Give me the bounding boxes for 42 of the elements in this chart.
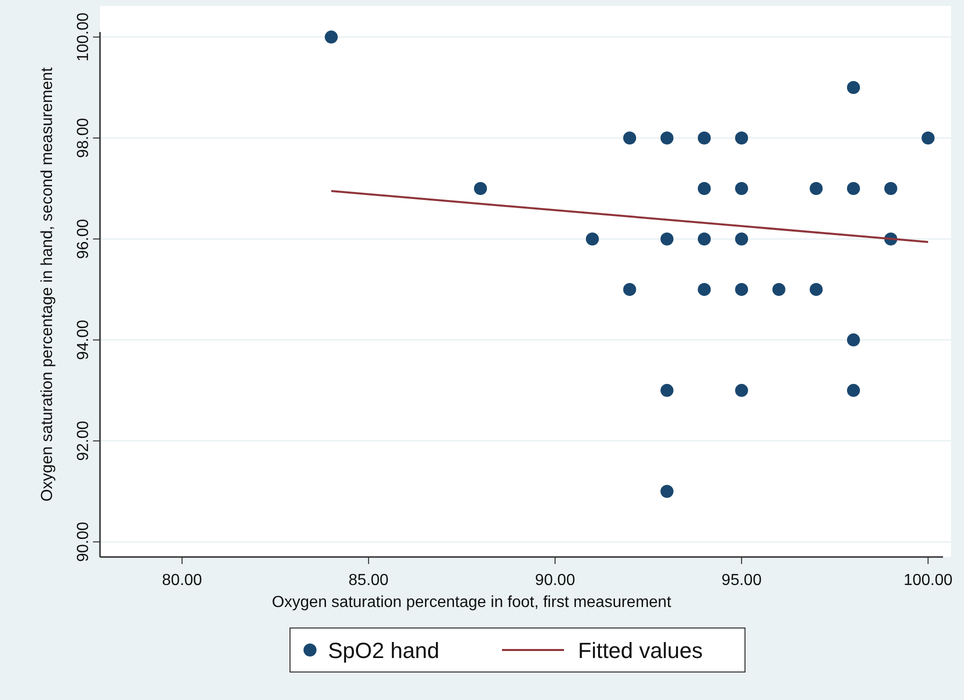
point: [846, 81, 860, 94]
y-tick-label: 94.00: [75, 320, 92, 360]
point: [698, 282, 711, 296]
point: [623, 132, 636, 145]
legend-label: SpO2 hand: [328, 638, 440, 663]
point: [735, 384, 748, 397]
point: [623, 282, 636, 296]
point: [474, 182, 487, 195]
point: [735, 182, 748, 195]
point: [922, 132, 935, 145]
legend-label: Fitted values: [578, 638, 703, 663]
point: [698, 232, 711, 246]
x-tick-label: 95.00: [722, 572, 762, 589]
x-tick-label: 100.00: [904, 572, 953, 589]
y-tick-label: 100.00: [75, 12, 92, 62]
y-tick-label: 92.00: [75, 420, 92, 461]
point: [324, 30, 338, 44]
point: [660, 132, 674, 145]
y-axis-title: Oxygen saturation percentage in hand, second measurement: [39, 66, 56, 502]
point: [698, 132, 711, 145]
point: [586, 232, 599, 246]
point: [660, 484, 674, 498]
point: [846, 182, 860, 195]
point: [660, 384, 674, 397]
point: [846, 333, 860, 346]
point: [735, 282, 748, 296]
point: [772, 282, 786, 296]
y-tick-label: 98.00: [75, 118, 92, 158]
x-tick-label: 85.00: [348, 572, 389, 589]
y-tick-label: 90.00: [75, 522, 92, 562]
point: [810, 182, 823, 195]
x-tick-label: 90.00: [535, 572, 576, 589]
point: [660, 232, 674, 246]
x-axis-title: Oxygen saturation percentage in foot, first measurement: [272, 594, 672, 611]
point: [884, 182, 898, 195]
point: [735, 232, 748, 246]
y-tick-label: 96.00: [75, 218, 92, 259]
point: [735, 132, 748, 145]
point: [698, 182, 711, 195]
x-tick-label: 80.00: [162, 572, 202, 589]
point: [846, 384, 860, 397]
point: [810, 282, 823, 296]
